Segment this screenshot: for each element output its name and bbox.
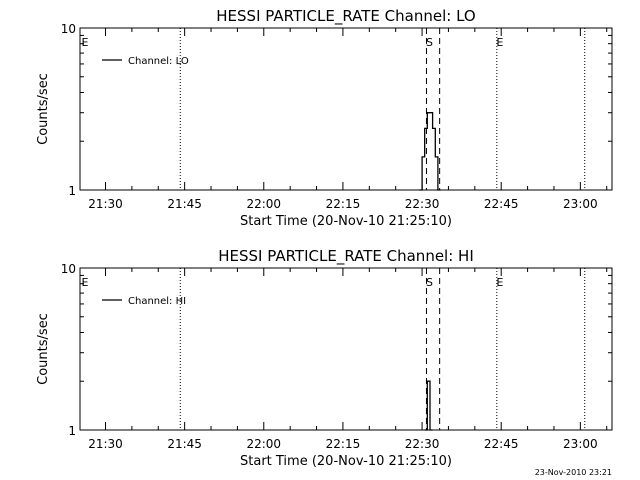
x-tick-label: 22:45 (484, 197, 519, 211)
y-tick-label: 1 (68, 184, 76, 198)
x-tick-label: 21:45 (167, 197, 202, 211)
marker-label: S (426, 36, 433, 49)
x-tick-label: 22:30 (405, 437, 440, 451)
x-tick-label: 22:15 (326, 197, 361, 211)
y-tick-label: 1 (68, 424, 76, 438)
x-tick-label: 22:15 (326, 437, 361, 451)
chart-title: HESSI PARTICLE_RATE Channel: LO (216, 7, 475, 26)
chart-title: HESSI PARTICLE_RATE Channel: HI (218, 247, 474, 266)
x-tick-label: 22:00 (246, 197, 281, 211)
marker-label: E (496, 36, 503, 49)
legend-label: Channel: HI (128, 296, 186, 307)
x-tick-label: 21:45 (167, 437, 202, 451)
x-tick-label: 23:00 (563, 197, 598, 211)
x-axis-label: Start Time (20-Nov-10 21:25:10) (240, 454, 452, 469)
edge-marker-label: E (82, 276, 89, 289)
series-line (424, 380, 433, 431)
x-axis-label: Start Time (20-Nov-10 21:25:10) (240, 214, 452, 229)
x-tick-label: 21:30 (88, 197, 123, 211)
y-axis-label: Counts/sec (36, 313, 51, 385)
edge-marker-label: E (82, 36, 89, 49)
chart-panel-1: HESSI PARTICLE_RATE Channel: LO Counts/se… (36, 7, 613, 229)
marker-label: S (426, 276, 433, 289)
x-tick-label: 21:30 (88, 437, 123, 451)
x-tick-label: 22:45 (484, 437, 519, 451)
y-tick-label: 10 (61, 262, 76, 276)
y-tick-label: 10 (61, 22, 76, 36)
plot-frame (79, 267, 613, 431)
x-tick-label: 22:00 (246, 437, 281, 451)
plot-frame (79, 27, 613, 191)
marker-label: E (496, 276, 503, 289)
x-tick-label: 22:30 (405, 197, 440, 211)
legend-label: Channel: LO (128, 56, 189, 67)
footer-timestamp: 23-Nov-2010 23:21 (535, 468, 612, 477)
series-line (419, 112, 441, 191)
y-axis-label: Counts/sec (36, 73, 51, 145)
x-tick-label: 23:00 (563, 437, 598, 451)
chart-panel-2: HESSI PARTICLE_RATE Channel: HI Counts/se… (36, 247, 613, 469)
